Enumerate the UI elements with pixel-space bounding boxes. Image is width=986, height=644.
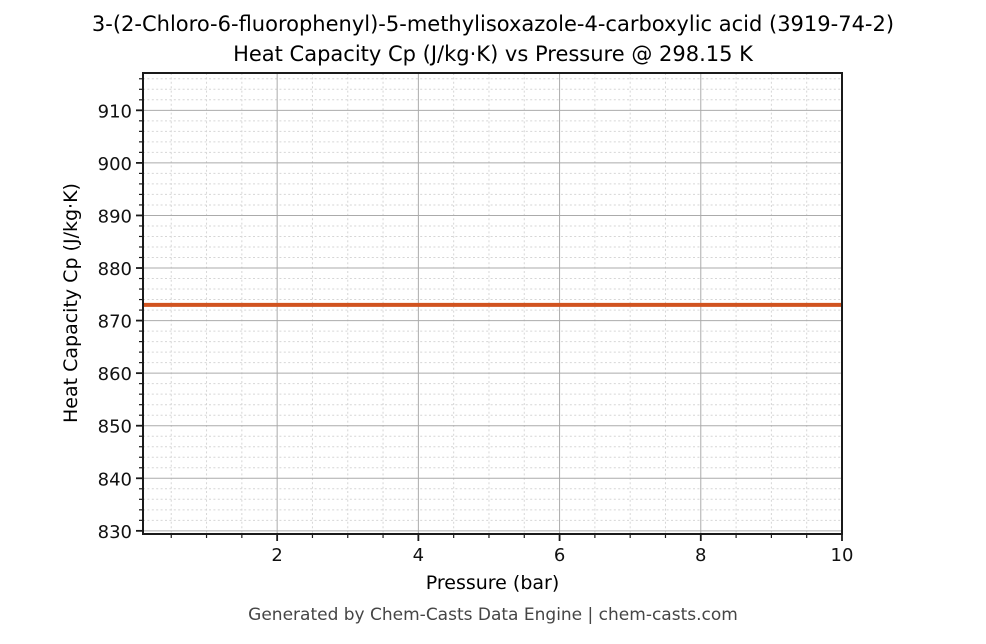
y-tick-label: 830 (98, 522, 132, 543)
footer-credit: Generated by Chem-Casts Data Engine | ch… (248, 605, 738, 625)
y-tick-label: 910 (98, 101, 132, 122)
y-tick-label: 850 (98, 417, 132, 438)
y-tick-label: 840 (98, 469, 132, 490)
plot-border (142, 72, 843, 535)
y-tick-label: 870 (98, 312, 132, 333)
y-tick-label: 880 (98, 259, 132, 280)
x-axis-label: Pressure (bar) (425, 572, 560, 594)
chart-title: 3-(2-Chloro-6-fluorophenyl)-5-methylisox… (91, 12, 895, 36)
y-axis-label: Heat Capacity Cp (J/kg·K) (60, 183, 82, 424)
x-tick-label: 4 (413, 545, 424, 566)
x-tick-label: 10 (831, 545, 854, 566)
y-tick-label: 890 (98, 206, 132, 227)
chart-subtitle: Heat Capacity Cp (J/kg·K) vs Pressure @ … (233, 42, 753, 66)
x-tick-label: 6 (554, 545, 565, 566)
x-tick-label: 8 (695, 545, 706, 566)
x-tick-label: 2 (271, 545, 282, 566)
y-tick-label: 900 (98, 154, 132, 175)
y-tick-label: 860 (98, 364, 132, 385)
